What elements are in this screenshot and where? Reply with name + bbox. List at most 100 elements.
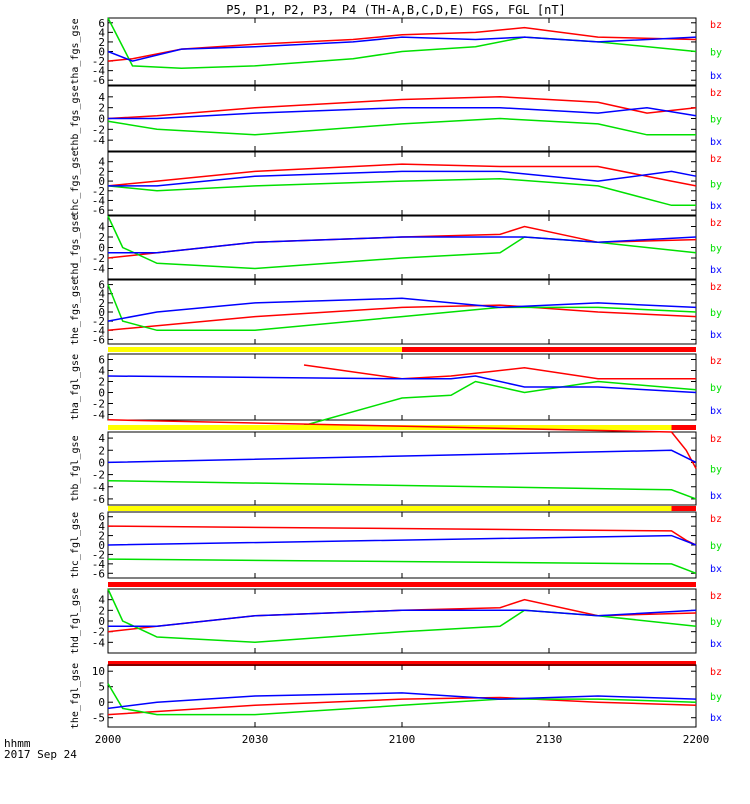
legend-bx: bx — [710, 491, 722, 502]
series-line-bz — [107, 696, 697, 716]
series-line-bx — [107, 36, 697, 62]
legend-bz: bz — [710, 514, 722, 525]
series-line-bx — [107, 534, 697, 546]
y-tick-label: -4 — [92, 481, 106, 494]
panel-thb_fgl_gse: 420-2-4-6 thb_fgl_gse bz by bx — [70, 419, 722, 506]
y-tick-label: 4 — [98, 91, 105, 104]
y-tick-label: -2 — [92, 469, 105, 482]
x-tick-label: 2100 — [389, 733, 416, 746]
data-coverage-bar-red — [402, 347, 696, 352]
series-line-bx — [108, 609, 697, 628]
y-tick-label: -2 — [92, 548, 105, 561]
panel-thd_fgs_gse: 420-2-4 thd_fgs_gse bz by bx — [70, 214, 722, 280]
legend-by: by — [710, 244, 722, 255]
y-tick-label: 2 — [98, 102, 105, 115]
y-tick-label: -6 — [92, 333, 105, 346]
legend-bz: bz — [710, 282, 722, 293]
series-line-by — [107, 117, 696, 136]
panel-thc_fgs_gse: 420-2-4-6 thc_fgs_gse bz by bx — [70, 150, 722, 217]
legend-bx: bx — [710, 137, 722, 148]
panel-the_fgl_gse: 10 5 0 -5 the_fgl_gse bz by bx — [70, 661, 722, 729]
y-tick-label: -4 — [92, 636, 106, 649]
x-tick-label: 2000 — [95, 733, 122, 746]
y-axis-label: thd_fgl_gse — [70, 588, 81, 654]
y-tick-label: 0 — [98, 456, 105, 469]
y-axis-label: thb_fgl_gse — [70, 435, 81, 501]
y-tick-label: -4 — [92, 324, 106, 337]
y-tick-label: -2 — [92, 315, 105, 328]
legend-bz: bz — [710, 218, 722, 229]
y-tick-label: -2 — [92, 123, 105, 136]
legend-bz: bz — [710, 434, 722, 445]
series-line-bx — [108, 106, 697, 120]
y-tick-label: -2 — [92, 626, 105, 639]
y-tick-label: -6 — [92, 567, 105, 580]
y-tick-label: 0 — [98, 615, 105, 628]
y-tick-label: 0 — [98, 696, 105, 709]
series-line-by — [107, 683, 697, 716]
legend-bx: bx — [710, 564, 722, 575]
y-tick-label: -6 — [92, 74, 105, 87]
legend-bx: bx — [710, 265, 722, 276]
legend-bx: bx — [710, 201, 722, 212]
y-tick-label: -2 — [92, 252, 105, 265]
data-coverage-bar-yellow — [108, 506, 672, 511]
y-axis-label: the_fgl_gse — [70, 663, 81, 729]
legend-bx: bx — [710, 713, 722, 724]
y-tick-label: 4 — [98, 432, 105, 445]
y-tick-label: -4 — [92, 134, 106, 147]
y-tick-label: 0 — [98, 175, 105, 188]
legend-bz: bz — [710, 591, 722, 602]
legend-bz: bz — [710, 356, 722, 367]
chart-title: P5, P1, P2, P3, P4 (TH-A,B,C,D,E) FGS, F… — [226, 3, 566, 17]
series-line-bx — [108, 236, 697, 254]
y-tick-label: 2 — [98, 530, 105, 543]
panel-frame — [107, 215, 697, 280]
y-tick-label: 0 — [98, 113, 105, 126]
x-tick-label: 2200 — [683, 733, 710, 746]
y-tick-label: 4 — [98, 288, 105, 301]
y-tick-label: 4 — [98, 221, 105, 234]
data-coverage-bar-yellow — [108, 425, 672, 430]
legend-by: by — [710, 541, 722, 552]
panel-frame — [107, 431, 697, 506]
y-axis-label: thd_fgs_gse — [70, 214, 81, 280]
y-axis-label: tha_fgs_gse — [70, 18, 81, 84]
series-line-bx — [107, 297, 697, 322]
y-tick-label: 0 — [98, 242, 105, 255]
x-tick-label: 2030 — [242, 733, 269, 746]
y-tick-label: -2 — [92, 185, 105, 198]
legend-bx: bx — [710, 406, 722, 417]
y-tick-label: 0 — [98, 387, 105, 400]
y-tick-label: -5 — [92, 712, 105, 725]
series-line-bz — [303, 364, 696, 380]
y-tick-label: 6 — [98, 279, 105, 292]
y-tick-label: -2 — [92, 55, 105, 68]
panel-frame — [107, 588, 697, 654]
legend-by: by — [710, 308, 722, 319]
y-tick-label: 6 — [98, 354, 105, 367]
y-tick-label: -2 — [92, 398, 105, 411]
data-coverage-bar-red — [671, 425, 696, 430]
y-tick-label: 6 — [98, 17, 105, 30]
series-line-by — [107, 177, 696, 207]
legend-by: by — [710, 48, 722, 59]
y-axis-label: tha_fgl_gse — [70, 354, 81, 420]
y-tick-label: 10 — [92, 665, 105, 678]
y-tick-label: 2 — [98, 376, 105, 389]
legend-bz: bz — [710, 154, 722, 165]
series-line-bz — [107, 26, 697, 62]
legend-bz: bz — [710, 667, 722, 678]
legend-bx: bx — [710, 71, 722, 82]
y-tick-label: -4 — [92, 194, 106, 207]
y-tick-label: -4 — [92, 263, 106, 276]
series-line-by — [107, 558, 697, 575]
y-tick-label: 2 — [98, 231, 105, 244]
